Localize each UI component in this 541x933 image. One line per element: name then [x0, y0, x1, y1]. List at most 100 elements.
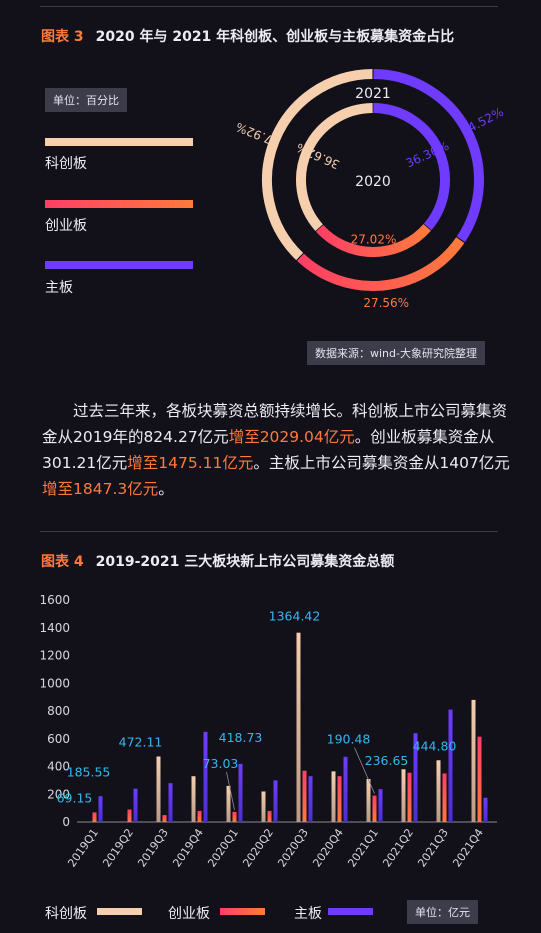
- fig4-title-text: 2019-2021 三大板块新上市公司募集资金总额: [95, 554, 395, 570]
- x-tick-label-1: 2019Q2: [100, 826, 136, 869]
- fig3-source: 数据来源：wind-大象研究院整理: [307, 341, 485, 365]
- donut-value-label-2020-2: 27.02%: [351, 232, 397, 246]
- donut-value-label-2021-0: 37.92%: [234, 120, 282, 150]
- data-label-3: 73.03: [203, 756, 239, 771]
- fig3-unit-label: 单位：百分比: [45, 88, 127, 112]
- x-tick-label-6: 2020Q3: [275, 826, 311, 869]
- bar-2019Q4-科创板: [191, 776, 196, 822]
- bar-2020Q1-科创板: [226, 785, 231, 822]
- bar-2021Q1-科创板: [366, 778, 371, 822]
- donut-slice-2020-0: [296, 103, 373, 232]
- data-label-0: 69.15: [57, 790, 93, 805]
- data-label-7: 236.65: [365, 753, 409, 768]
- bar-2019Q1-创业板: [92, 812, 97, 822]
- y-tick-label-3: 600: [47, 732, 70, 746]
- legend-label-main: 主板: [45, 280, 73, 296]
- bar-2019Q2-创业板: [127, 809, 132, 822]
- bar-2020Q1-创业板: [232, 811, 237, 822]
- bottom-legend-label-star: 科创板: [45, 906, 87, 922]
- bottom-legend-label-main: 主板: [294, 906, 322, 922]
- donut-ring-label-2020: 2020: [355, 174, 391, 190]
- bar-2019Q4-创业板: [197, 810, 202, 822]
- x-tick-label-7: 2020Q4: [310, 826, 346, 869]
- bottom-legend-bar-chinext: [220, 908, 265, 915]
- bar-2021Q2-科创板: [401, 769, 406, 822]
- bar-2020Q3-主板: [308, 776, 313, 822]
- donut-slice-2021-0: [262, 69, 373, 261]
- data-label-2: 472.11: [119, 734, 163, 749]
- legend-label-star: 科创板: [45, 156, 87, 172]
- bottom-legend-bar-main: [328, 908, 373, 915]
- bar-2020Q4-主板: [343, 756, 348, 822]
- bar-2021Q4-科创板: [471, 699, 476, 822]
- y-tick-label-7: 1400: [39, 621, 70, 635]
- y-tick-label-4: 800: [47, 704, 70, 718]
- donut-value-label-2021-2: 27.56%: [363, 296, 409, 310]
- bottom-legend-bar-star: [97, 908, 142, 915]
- y-tick-label-8: 1600: [39, 593, 70, 607]
- bar-2020Q3-科创板: [296, 632, 301, 822]
- bar-2021Q2-主板: [413, 733, 418, 822]
- data-label-leader-6: [354, 747, 375, 794]
- bar-2019Q3-科创板: [156, 756, 161, 822]
- bar-2021Q3-科创板: [436, 760, 441, 822]
- bar-2019Q2-主板: [133, 788, 138, 822]
- para-text-1: 过去三年来，各板块募资总额持续增长。科创板上市公司募集资金从2019年的824.…: [42, 402, 508, 446]
- donut-slice-2020-1: [373, 103, 450, 231]
- bar-2021Q2-创业板: [407, 772, 412, 822]
- x-tick-label-8: 2021Q1: [345, 826, 381, 869]
- legend-bar-star: [45, 138, 193, 146]
- bar-2020Q2-科创板: [261, 791, 266, 822]
- y-tick-label-1: 200: [47, 787, 70, 801]
- bar-2020Q1-主板: [238, 763, 243, 822]
- bar-2020Q2-创业板: [267, 810, 272, 822]
- para-text-2: 。创业板募集资金从301.21亿元: [42, 428, 495, 472]
- fig4-unit-label: 单位：亿元: [407, 900, 478, 924]
- bar-2021Q4-创业板: [477, 736, 482, 822]
- bar-2020Q4-科创板: [331, 771, 336, 822]
- bar-2020Q4-创业板: [337, 776, 342, 822]
- donut-ring-label-2021: 2021: [355, 86, 391, 102]
- bottom-legend-label-chinext: 创业板: [168, 906, 210, 922]
- mid-divider: [40, 531, 498, 532]
- x-tick-label-5: 2020Q2: [240, 826, 276, 869]
- donut-slice-2021-1: [373, 69, 484, 243]
- para-highlight-3: 增至1847.3亿元: [42, 480, 159, 498]
- x-tick-label-11: 2021Q4: [450, 826, 486, 869]
- bar-2021Q3-主板: [448, 709, 453, 822]
- bar-2019Q1-主板: [98, 796, 103, 822]
- top-divider: [40, 6, 498, 7]
- bar-2020Q2-主板: [273, 780, 278, 822]
- bar-2019Q4-主板: [203, 731, 208, 822]
- donut-slice-2021-2: [297, 237, 465, 291]
- para-highlight-1: 增至2029.04亿元: [228, 428, 355, 446]
- legend-bar-chinext: [45, 200, 193, 208]
- y-tick-label-5: 1000: [39, 676, 70, 690]
- fig3-title: 图表 3 2020 年与 2021 年科创板、创业板与主板募集资金占比: [41, 26, 454, 46]
- x-tick-label-0: 2019Q1: [65, 826, 101, 869]
- data-label-8: 444.80: [413, 738, 457, 753]
- bar-2021Q4-主板: [483, 797, 488, 822]
- data-label-6: 190.48: [327, 732, 371, 747]
- fig4-title: 图表 4 2019-2021 三大板块新上市公司募集资金总额: [41, 551, 394, 571]
- summary-paragraph: 过去三年来，各板块募资总额持续增长。科创板上市公司募集资金从2019年的824.…: [42, 398, 512, 502]
- data-label-4: 418.73: [219, 730, 263, 745]
- x-tick-label-3: 2019Q4: [170, 826, 206, 869]
- bar-2020Q3-创业板: [302, 770, 307, 822]
- y-tick-label-6: 1200: [39, 649, 70, 663]
- legend-bar-main: [45, 261, 193, 269]
- x-tick-label-9: 2021Q2: [380, 826, 416, 869]
- bar-2021Q1-创业板: [372, 795, 377, 822]
- bar-2021Q3-创业板: [442, 773, 447, 822]
- bar-2019Q3-主板: [168, 783, 173, 822]
- fig3-title-text: 2020 年与 2021 年科创板、创业板与主板募集资金占比: [95, 29, 455, 45]
- y-tick-label-0: 0: [62, 815, 70, 829]
- para-highlight-2: 增至1475.11亿元: [127, 454, 254, 472]
- para-text-3: 。主板上市公司募集资金从1407亿元: [253, 454, 510, 472]
- data-label-leader-3: [226, 771, 235, 810]
- fig4-number: 图表 4: [41, 554, 84, 570]
- donut-value-label-2021-1: 34.52%: [459, 105, 506, 139]
- para-text-4: 。: [158, 480, 174, 498]
